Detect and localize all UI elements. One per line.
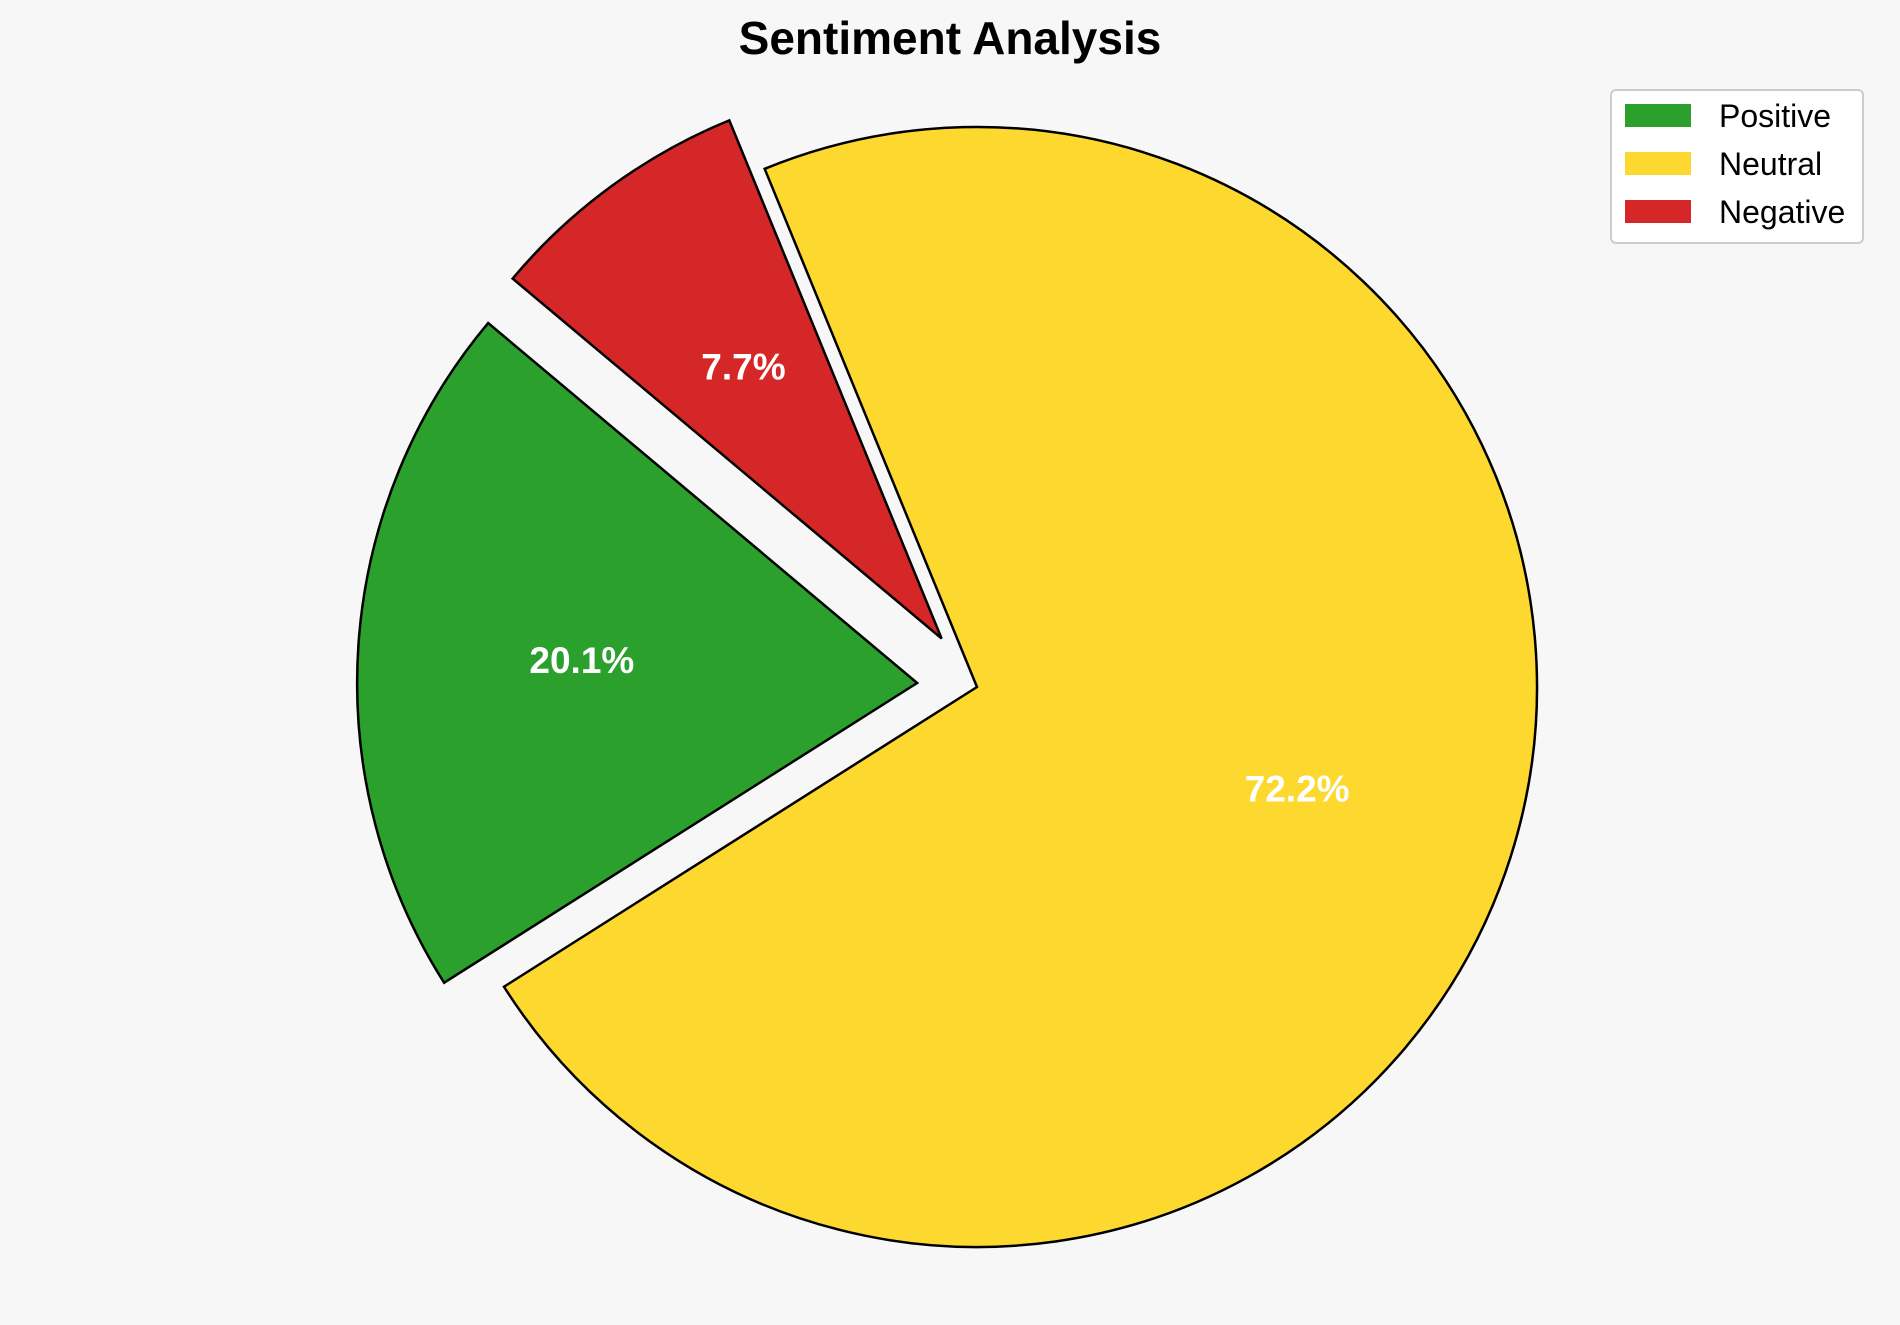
legend-label-positive: Positive [1719, 98, 1831, 134]
legend-swatch-positive [1625, 104, 1691, 127]
slice-label-negative: 7.7% [701, 347, 785, 388]
pie-slices [355, 118, 1539, 1249]
legend-swatch-negative [1625, 200, 1691, 223]
chart-title: Sentiment Analysis [739, 12, 1162, 64]
pie-slice-neutral [502, 125, 1539, 1249]
slice-label-neutral: 72.2% [1245, 769, 1350, 810]
slice-label-positive: 20.1% [529, 640, 634, 681]
pie-slice-labels: 20.1% 72.2% 7.7% [529, 347, 1349, 810]
pie-slice-negative [510, 118, 943, 640]
legend-label-neutral: Neutral [1719, 146, 1822, 182]
pie-slice-positive [355, 321, 920, 985]
legend: Positive Neutral Negative [1610, 89, 1864, 244]
legend-swatch-neutral [1625, 152, 1691, 175]
legend-label-negative: Negative [1719, 194, 1845, 230]
